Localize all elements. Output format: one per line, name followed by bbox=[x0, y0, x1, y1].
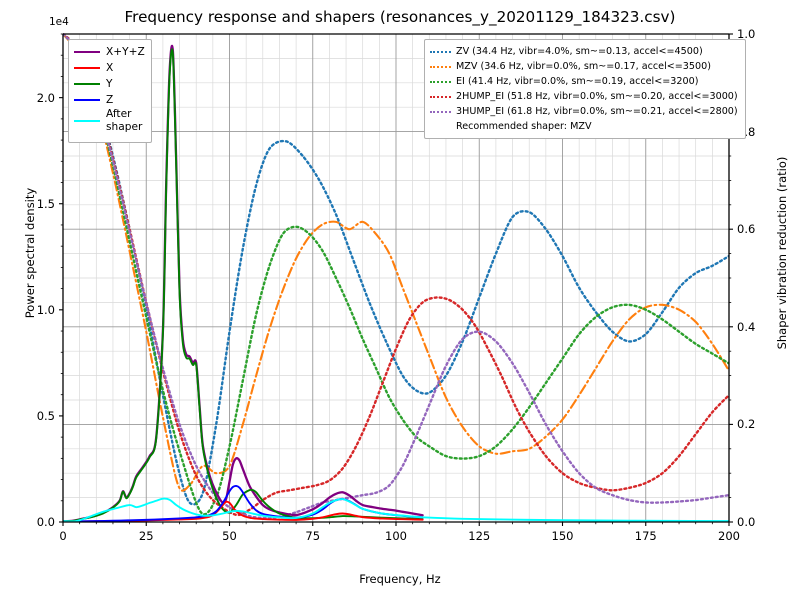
legend-item-3hump-ei: 3HUMP_EI (61.8 Hz, vibr=0.0%, sm~=0.21, … bbox=[430, 104, 738, 119]
legend-item-2hump-ei: 2HUMP_EI (51.8 Hz, vibr=0.0%, sm~=0.20, … bbox=[430, 89, 738, 104]
legend-label: EI (41.4 Hz, vibr=0.0%, sm~=0.19, accel<… bbox=[456, 76, 699, 87]
legend-label: Y bbox=[106, 78, 113, 90]
legend-line-swatch bbox=[430, 46, 451, 58]
legend-line-swatch bbox=[430, 91, 451, 103]
y-tick-label-left: 1.0 bbox=[36, 302, 55, 317]
y-axis-label-left: Power spectral density bbox=[23, 187, 37, 319]
legend-label: X bbox=[106, 62, 114, 74]
x-tick-label: 200 bbox=[718, 529, 740, 543]
legend-line-swatch bbox=[430, 76, 451, 88]
legend-label: After shaper bbox=[106, 108, 143, 133]
legend-item-mzv: MZV (34.6 Hz, vibr=0.0%, sm~=0.17, accel… bbox=[430, 59, 738, 74]
legend-item-x: X bbox=[74, 60, 145, 76]
y-axis-offset-label: 1e4 bbox=[49, 16, 69, 28]
legend-label: X+Y+Z bbox=[106, 46, 145, 58]
legend-line-swatch bbox=[74, 78, 100, 90]
legend-item-zv: ZV (34.4 Hz, vibr=4.0%, sm~=0.13, accel<… bbox=[430, 44, 738, 59]
legend-item-after-shaper: After shaper bbox=[74, 108, 145, 138]
shaper-curve-3hump_ei bbox=[63, 33, 729, 520]
legend-label: 2HUMP_EI (51.8 Hz, vibr=0.0%, sm~=0.20, … bbox=[456, 91, 738, 102]
y-tick-label-left: 0.0 bbox=[36, 515, 55, 529]
x-tick-label: 125 bbox=[468, 529, 491, 543]
legend-line-swatch bbox=[74, 62, 100, 74]
shaper-curve-ei bbox=[63, 33, 729, 516]
chart-title: Frequency response and shapers (resonanc… bbox=[124, 8, 676, 26]
legend-line-swatch bbox=[74, 94, 100, 106]
y-tick-label-right: 0.6 bbox=[737, 222, 756, 237]
y-tick-label-right: 0.0 bbox=[737, 515, 756, 529]
legend-line-swatch bbox=[430, 106, 451, 118]
legend-item-z: Z bbox=[74, 92, 145, 108]
legend-psd: X+Y+Z X Y Z After shaper bbox=[68, 39, 152, 143]
y-tick-label-right: 1.0 bbox=[737, 27, 756, 41]
x-tick-label: 150 bbox=[551, 529, 574, 543]
legend-label: ZV (34.4 Hz, vibr=4.0%, sm~=0.13, accel<… bbox=[456, 46, 703, 57]
psd-curve-y bbox=[63, 48, 424, 523]
legend-item-ei: EI (41.4 Hz, vibr=0.0%, sm~=0.19, accel<… bbox=[430, 74, 738, 89]
x-axis-label: Frequency, Hz bbox=[359, 572, 441, 586]
legend-line-swatch bbox=[74, 115, 100, 127]
recommended-shaper-note: Recommended shaper: MZV bbox=[456, 121, 592, 132]
shaper-curve-2hump_ei bbox=[63, 33, 729, 517]
legend-item-y: Y bbox=[74, 76, 145, 92]
y-tick-label-right: 0.4 bbox=[737, 319, 756, 334]
legend-label: 3HUMP_EI (61.8 Hz, vibr=0.0%, sm~=0.21, … bbox=[456, 106, 738, 117]
legend-line-swatch bbox=[430, 61, 451, 73]
y-tick-label-left: 0.5 bbox=[36, 408, 55, 423]
x-tick-label: 25 bbox=[138, 529, 154, 543]
shaper-curve-mzv bbox=[63, 33, 729, 492]
x-tick-label: 175 bbox=[634, 529, 657, 543]
x-tick-label: 75 bbox=[305, 529, 321, 543]
y-tick-label-right: 0.2 bbox=[737, 417, 756, 432]
psd-curve-after-shaper bbox=[63, 497, 729, 523]
legend-item-xyz: X+Y+Z bbox=[74, 44, 145, 60]
psd-curve-group bbox=[63, 44, 729, 523]
legend-line-swatch bbox=[74, 46, 100, 58]
shaper-curve-group bbox=[63, 33, 729, 520]
legend-label: Z bbox=[106, 94, 114, 106]
x-tick-label: 50 bbox=[222, 529, 237, 543]
x-tick-label: 100 bbox=[385, 529, 407, 543]
y-tick-label-left: 2.0 bbox=[36, 90, 55, 105]
legend-shapers: ZV (34.4 Hz, vibr=4.0%, sm~=0.13, accel<… bbox=[424, 39, 746, 139]
shaper-curve-zv bbox=[63, 33, 729, 506]
y-tick-label-left: 1.5 bbox=[36, 196, 55, 211]
x-tick-label: 0 bbox=[59, 529, 67, 543]
legend-label: MZV (34.6 Hz, vibr=0.0%, sm~=0.17, accel… bbox=[456, 61, 711, 72]
